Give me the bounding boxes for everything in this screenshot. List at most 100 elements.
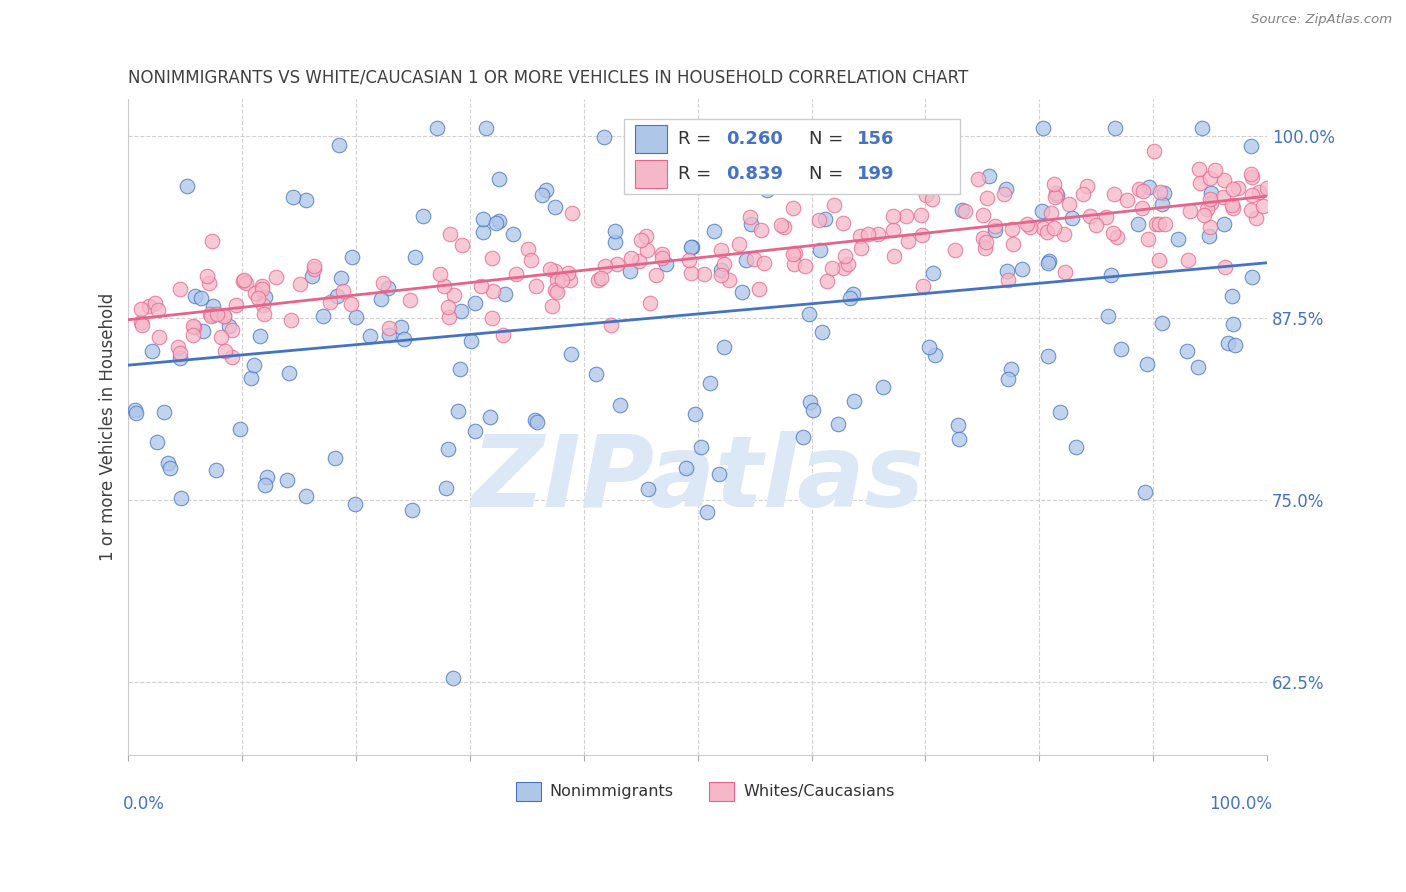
- Point: [460, 334, 482, 348]
- Point: [997, 273, 1019, 287]
- Point: [1222, 202, 1244, 216]
- Point: [735, 253, 758, 268]
- Point: [1199, 186, 1222, 200]
- Point: [197, 268, 219, 283]
- Point: [849, 241, 872, 255]
- Point: [340, 250, 363, 264]
- Point: [627, 253, 650, 268]
- Point: [883, 248, 905, 262]
- Point: [974, 235, 997, 249]
- FancyBboxPatch shape: [624, 119, 959, 194]
- Text: ZIPatlas: ZIPatlas: [471, 431, 924, 528]
- Point: [948, 432, 970, 446]
- Point: [1043, 190, 1066, 204]
- Point: [153, 404, 176, 418]
- Point: [838, 291, 860, 305]
- Point: [429, 267, 451, 281]
- Point: [896, 121, 918, 136]
- Point: [434, 481, 457, 495]
- Point: [756, 183, 779, 197]
- Point: [470, 278, 492, 293]
- Point: [645, 268, 668, 282]
- Point: [437, 300, 460, 314]
- Point: [1150, 197, 1173, 211]
- Point: [1001, 221, 1024, 235]
- Point: [250, 279, 273, 293]
- Point: [1078, 209, 1101, 223]
- Point: [560, 347, 582, 361]
- Point: [523, 412, 546, 426]
- Point: [1064, 441, 1087, 455]
- Point: [538, 261, 561, 276]
- Point: [343, 497, 366, 511]
- Point: [1128, 217, 1150, 231]
- Point: [1199, 192, 1222, 206]
- Point: [707, 467, 730, 481]
- Point: [378, 320, 401, 334]
- Point: [1104, 121, 1126, 136]
- Point: [1199, 219, 1222, 234]
- Point: [481, 310, 503, 325]
- Point: [710, 268, 733, 283]
- Point: [922, 266, 945, 280]
- Point: [972, 208, 994, 222]
- Point: [1240, 168, 1263, 182]
- Point: [770, 218, 793, 232]
- Point: [630, 233, 652, 247]
- Point: [793, 260, 815, 274]
- Point: [205, 463, 228, 477]
- Point: [412, 209, 434, 223]
- Point: [359, 328, 381, 343]
- Point: [955, 204, 977, 219]
- Point: [138, 299, 160, 313]
- Point: [169, 345, 191, 359]
- Point: [972, 230, 994, 244]
- Point: [1045, 186, 1067, 200]
- Point: [837, 257, 859, 271]
- Point: [748, 282, 770, 296]
- Point: [249, 329, 271, 343]
- Point: [212, 309, 235, 323]
- Point: [253, 478, 276, 492]
- Point: [344, 310, 367, 324]
- Point: [544, 200, 567, 214]
- Point: [288, 277, 311, 292]
- FancyBboxPatch shape: [709, 781, 734, 801]
- Point: [243, 286, 266, 301]
- Point: [246, 291, 269, 305]
- Point: [198, 307, 221, 321]
- Point: [1147, 253, 1170, 268]
- Point: [742, 252, 765, 267]
- Point: [620, 252, 643, 266]
- Point: [950, 202, 973, 217]
- Point: [212, 310, 235, 324]
- Point: [681, 239, 703, 253]
- Point: [1149, 186, 1171, 200]
- Text: N =: N =: [810, 165, 849, 183]
- Point: [475, 121, 498, 136]
- Point: [814, 211, 837, 226]
- Point: [1175, 344, 1198, 359]
- Point: [1220, 289, 1243, 303]
- Point: [201, 309, 224, 323]
- Point: [295, 193, 318, 207]
- Point: [1241, 188, 1264, 202]
- Point: [995, 182, 1018, 196]
- Point: [325, 451, 347, 466]
- Point: [1107, 230, 1129, 244]
- Point: [377, 281, 399, 295]
- Point: [801, 403, 824, 417]
- Point: [929, 121, 952, 136]
- Point: [235, 277, 257, 291]
- Point: [1071, 186, 1094, 201]
- Point: [842, 286, 865, 301]
- Point: [125, 406, 148, 420]
- Point: [252, 298, 274, 312]
- Point: [301, 269, 323, 284]
- Point: [782, 257, 804, 271]
- Point: [634, 228, 657, 243]
- Point: [488, 171, 510, 186]
- Point: [692, 267, 714, 281]
- Point: [191, 324, 214, 338]
- Point: [696, 505, 718, 519]
